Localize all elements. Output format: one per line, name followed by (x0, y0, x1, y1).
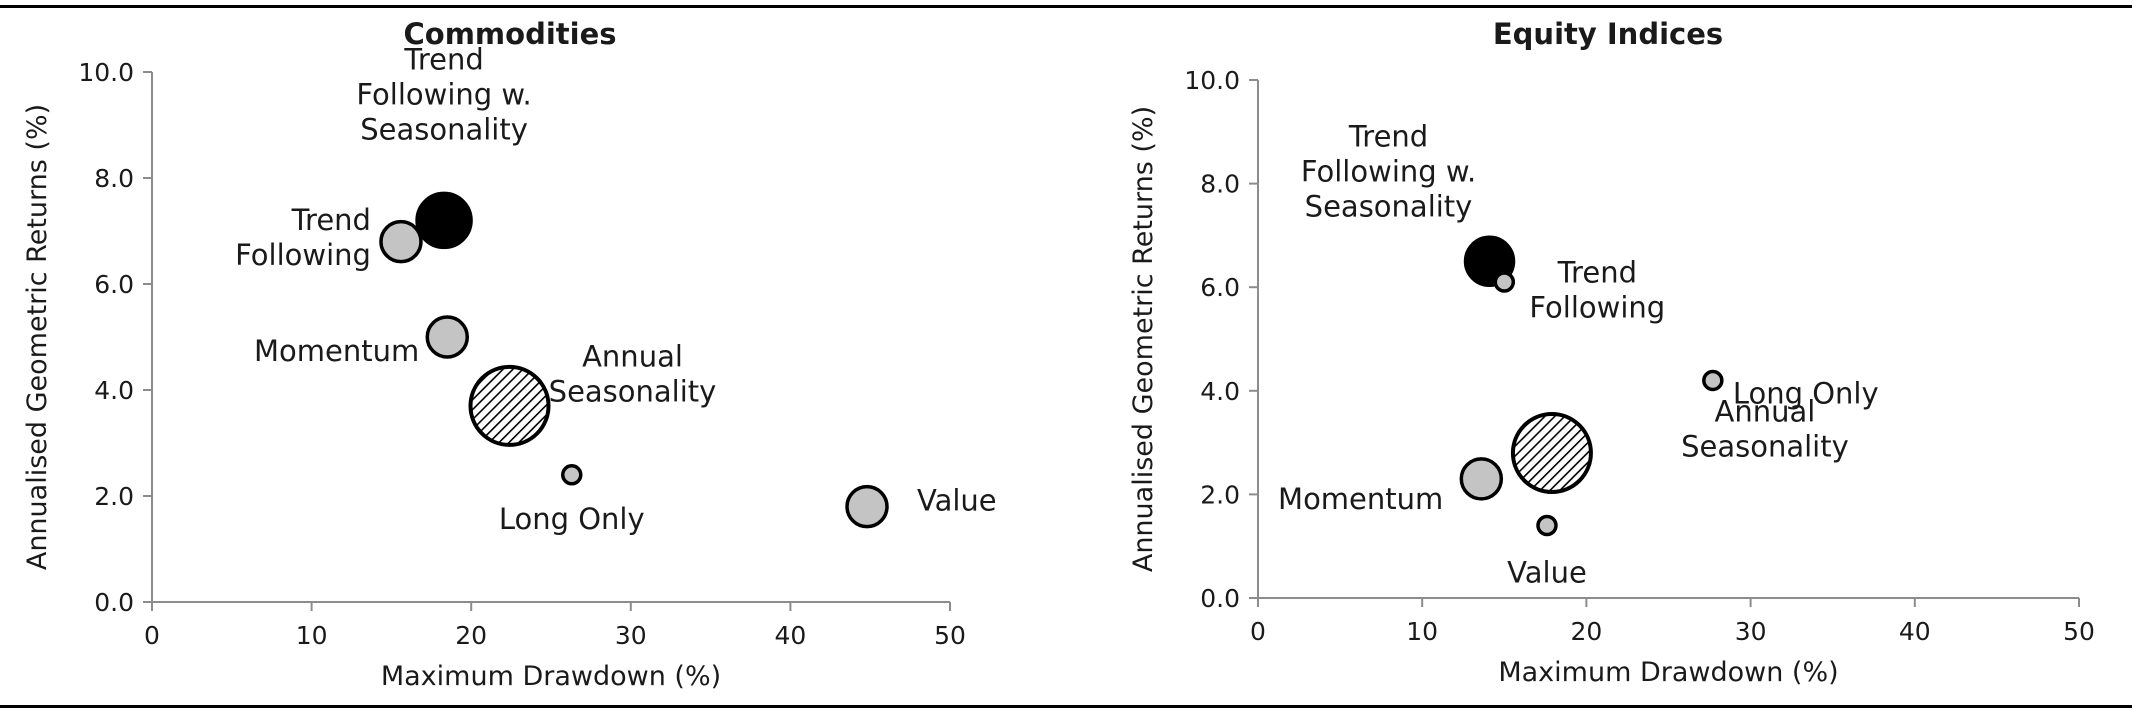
x-tick-label: 20 (455, 621, 487, 650)
data-point (1493, 271, 1516, 293)
x-tick-label: 50 (934, 621, 966, 650)
data-point (379, 219, 423, 264)
data-point (560, 464, 583, 486)
x-tick-label: 50 (2063, 617, 2095, 646)
x-tick-label: 40 (774, 621, 806, 650)
top-rule (0, 5, 2132, 8)
y-tick-label: 0.0 (94, 588, 134, 617)
data-point (1510, 411, 1593, 494)
point-label: Seasonality (549, 374, 717, 408)
data-point (415, 191, 473, 250)
x-tick-label: 30 (615, 621, 647, 650)
point-label: Value (917, 484, 997, 518)
y-tick-label: 8.0 (1200, 170, 1240, 199)
data-point (1459, 457, 1504, 501)
y-tick-label: 4.0 (1200, 377, 1240, 406)
data-point (1702, 369, 1724, 392)
point-label: Following (1529, 291, 1665, 325)
data-point (425, 315, 470, 359)
point-label: Trend (291, 203, 371, 237)
point-label: Seasonality (1681, 429, 1849, 463)
y-tick-label: 10.0 (78, 58, 134, 87)
y-axis-label: Annualised Geometric Returns (%) (22, 104, 53, 570)
point-label: Long Only (1733, 376, 1879, 410)
y-tick-label: 6.0 (1200, 273, 1240, 302)
y-tick-label: 8.0 (94, 164, 134, 193)
x-tick-label: 0 (144, 621, 160, 650)
y-axis-label: Annualised Geometric Returns (%) (1128, 106, 1159, 572)
x-tick-label: 20 (1570, 617, 1602, 646)
point-label: Trend (1348, 119, 1428, 153)
point-label: Momentum (1278, 482, 1443, 516)
x-tick-label: 10 (1406, 617, 1438, 646)
point-label: Following w. (1301, 154, 1476, 188)
point-label: Momentum (254, 334, 419, 368)
x-tick-label: 30 (1735, 617, 1767, 646)
y-tick-label: 6.0 (94, 270, 134, 299)
x-tick-label: 40 (1899, 617, 1931, 646)
data-point (1536, 514, 1558, 537)
chart-title: Equity Indices (1493, 17, 1723, 51)
y-tick-label: 10.0 (1184, 66, 1240, 95)
chart-panel-1: Commodities 0 10 20 30 40 50 0.0 2.0 4.0 6.0 8.0 10.… (22, 17, 997, 692)
point-label: Annual (582, 339, 683, 373)
chart-panel-2: Equity Indices 0 10 20 30 40 50 0.0 2.0 4.0 6.0 8.0… (1128, 17, 2095, 688)
point-label: Long Only (499, 502, 645, 536)
point-label: Following w. (356, 77, 531, 111)
point-label: Trend (1557, 256, 1637, 290)
x-tick-label: 0 (1250, 617, 1266, 646)
point-label: Value (1507, 555, 1587, 589)
x-tick-label: 10 (296, 621, 328, 650)
point-label: Seasonality (360, 112, 528, 146)
x-axis-label: Maximum Drawdown (%) (1498, 657, 1838, 688)
point-label: Following (235, 238, 371, 272)
y-tick-label: 4.0 (94, 376, 134, 405)
y-tick-label: 2.0 (94, 482, 134, 511)
point-label: Seasonality (1305, 189, 1473, 223)
point-label: Trend (403, 42, 483, 76)
x-axis-label: Maximum Drawdown (%) (381, 661, 721, 692)
y-tick-label: 0.0 (1200, 584, 1240, 613)
chart-title: Commodities (404, 17, 617, 51)
point-label: Annual (1715, 394, 1816, 428)
data-point (468, 364, 551, 447)
data-point (845, 484, 889, 529)
bottom-rule (0, 705, 2132, 708)
y-tick-label: 2.0 (1200, 480, 1240, 509)
